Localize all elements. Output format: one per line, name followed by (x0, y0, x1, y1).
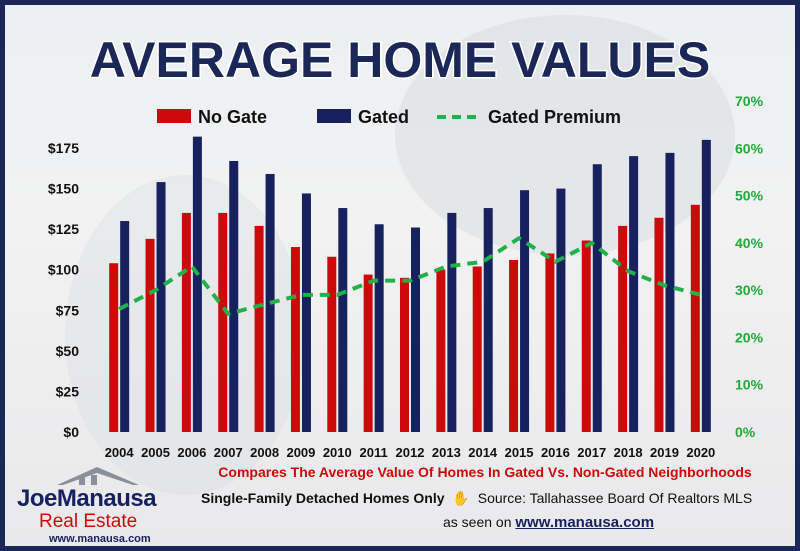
legend-label-gated-premium: Gated Premium (488, 107, 621, 127)
bar-no-gate (472, 266, 482, 432)
hand-icon: ✋ (452, 490, 470, 506)
right-tick-label: 10% (735, 377, 764, 393)
note-text: Single-Family Detached Homes Only (201, 490, 445, 506)
chart-legend: No Gate Gated Gated Premium (157, 107, 621, 127)
note-row: Single-Family Detached Homes Only ✋ Sour… (201, 490, 752, 507)
bar-gated (301, 193, 311, 432)
left-tick-label: $75 (56, 302, 80, 318)
x-tick-label: 2011 (360, 445, 388, 460)
bar-no-gate (181, 212, 191, 432)
right-tick-label: 50% (735, 188, 764, 204)
x-tick-label: 2015 (505, 445, 534, 460)
bar-no-gate (618, 225, 628, 432)
x-axis: 2004 2005 2006 2007 2008 2009 2010 2011 2012 2013… (105, 445, 716, 460)
bar-gated (447, 212, 457, 432)
left-tick-label: $50 (56, 343, 80, 359)
line-series (118, 236, 702, 316)
bar-no-gate (545, 253, 555, 432)
bar-gated (520, 190, 530, 432)
x-tick-label: 2009 (286, 445, 315, 460)
right-tick-label: 70% (735, 93, 764, 109)
x-tick-label: 2004 (105, 445, 135, 460)
bar-gated (701, 139, 711, 432)
bar-series (109, 136, 711, 433)
bar-no-gate (254, 225, 264, 432)
left-tick-label: $100 (48, 262, 79, 278)
chart-canvas: AVERAGE HOME VALUES No Gate Gated Gated … (48, 15, 764, 495)
x-tick-label: 2019 (650, 445, 679, 460)
x-tick-label: 2006 (177, 445, 206, 460)
bar-no-gate (363, 274, 373, 432)
right-tick-label: 0% (735, 424, 756, 440)
bar-no-gate (509, 259, 519, 432)
left-tick-label: $0 (63, 424, 79, 440)
x-tick-label: 2018 (614, 445, 643, 460)
bar-no-gate (290, 246, 300, 432)
bar-no-gate (654, 217, 664, 432)
x-tick-label: 2010 (323, 445, 352, 460)
logo-name-last: Manausa (56, 485, 157, 512)
x-tick-label: 2014 (468, 445, 498, 460)
legend-label-gated: Gated (358, 107, 409, 127)
right-tick-label: 30% (735, 282, 764, 298)
x-tick-label: 2017 (577, 445, 606, 460)
bar-gated (556, 188, 566, 432)
bar-gated (374, 224, 384, 432)
seen-on-row: as seen on www.manausa.com (443, 514, 654, 531)
bar-no-gate (436, 269, 446, 432)
brand-logo: JoeManausa Real Estate www.manausa.com (17, 467, 177, 546)
bar-no-gate (218, 212, 228, 432)
bar-gated (156, 182, 166, 432)
bar-gated (338, 208, 348, 432)
x-tick-label: 2007 (214, 445, 243, 460)
legend-label-no-gate: No Gate (198, 107, 267, 127)
bar-gated (411, 227, 420, 432)
bar-no-gate (145, 238, 155, 432)
bar-no-gate (581, 240, 591, 432)
bar-gated (229, 160, 239, 433)
x-tick-label: 2016 (541, 445, 570, 460)
bar-no-gate (109, 263, 119, 432)
logo-tagline: Real Estate (39, 511, 138, 532)
legend-swatch-gated (317, 109, 351, 123)
left-tick-label: $150 (48, 181, 79, 197)
right-tick-label: 40% (735, 235, 764, 251)
x-tick-label: 2020 (686, 445, 715, 460)
right-tick-label: 20% (735, 329, 764, 345)
x-tick-label: 2005 (141, 445, 170, 460)
logo-url: www.manausa.com (49, 533, 151, 545)
x-tick-label: 2013 (432, 445, 461, 460)
background-shape (395, 15, 735, 255)
legend-swatch-no-gate (157, 109, 191, 123)
logo-name-first: Joe (17, 485, 57, 512)
x-tick-label: 2012 (396, 445, 425, 460)
right-tick-label: 60% (735, 140, 764, 156)
bar-no-gate (690, 204, 700, 432)
left-tick-label: $25 (56, 383, 80, 399)
bar-gated (192, 136, 202, 432)
seen-on-link[interactable]: www.manausa.com (515, 514, 655, 531)
x-tick-label: 2008 (250, 445, 279, 460)
bar-no-gate (327, 256, 337, 432)
chart-subtitle: Compares The Average Value Of Homes In G… (218, 464, 752, 480)
house-icon (57, 467, 139, 485)
left-tick-label: $125 (48, 221, 79, 237)
bar-gated (665, 152, 675, 432)
left-axis: $0 $25 $50 $75 $100 $125 $150 $175 (48, 140, 79, 440)
bar-no-gate (400, 277, 409, 432)
left-tick-label: $175 (48, 140, 79, 156)
seen-on-prefix: as seen on (443, 514, 512, 530)
chart-title: AVERAGE HOME VALUES (90, 32, 710, 88)
source-text: Source: Tallahassee Board Of Realtors ML… (477, 490, 753, 506)
bar-gated (120, 221, 130, 432)
right-axis: 0% 10% 20% 30% 40% 50% 60% 70% (735, 93, 764, 440)
bar-gated (629, 156, 639, 432)
bar-gated (592, 164, 602, 432)
bar-gated (483, 208, 493, 432)
